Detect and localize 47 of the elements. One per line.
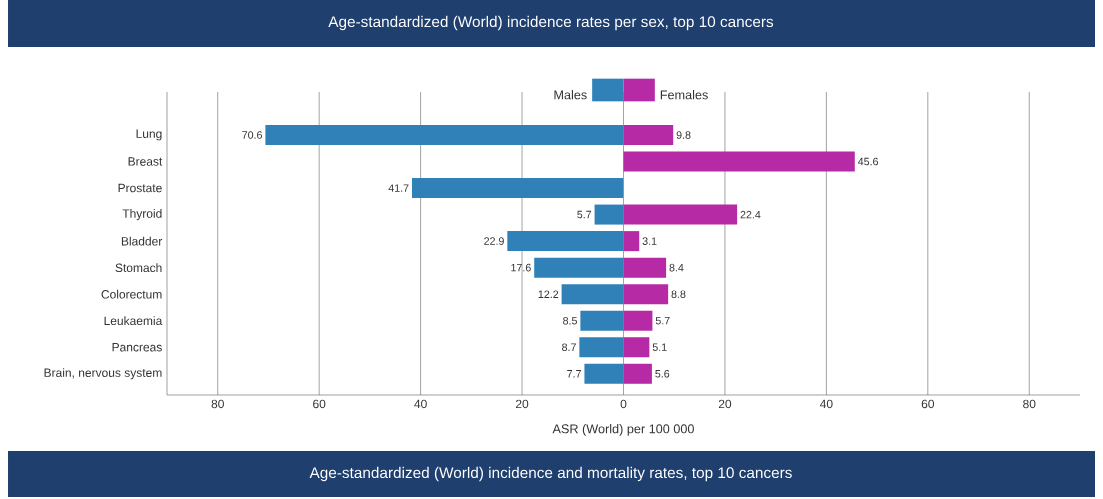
bar — [623, 124, 674, 145]
data-label: 9.8 — [676, 131, 691, 139]
data-label: 70.6 — [242, 131, 262, 139]
x-tick-label: 20 — [515, 399, 529, 409]
data-label: 22.4 — [740, 210, 761, 219]
bar — [623, 231, 640, 252]
text: Age-standardized (World) incidence and mortality rates, top 10 cancers — [309, 466, 792, 482]
data-label: 8.7 — [562, 343, 576, 352]
x-tick-label: 80 — [211, 399, 224, 409]
chart-title: Age-standardized (World) incidence rates per sex, top 10 cancers — [328, 15, 774, 31]
data-label: 8.4 — [669, 263, 684, 272]
bar — [594, 204, 624, 225]
y-tick-label: Leukaemia — [104, 316, 163, 326]
data-label: 7.7 — [567, 370, 581, 378]
data-label: 17.6 — [511, 263, 531, 272]
x-tick-label: 60 — [313, 399, 326, 409]
x-axis-title: ASR (World) per 100 000 — [552, 424, 694, 436]
x-tick-label: 40 — [414, 399, 427, 409]
data-label: 5.7 — [577, 210, 592, 219]
y-tick-label: Colorectum — [101, 289, 162, 299]
x-tick-label: 80 — [1023, 399, 1036, 409]
data-label: 45.6 — [857, 157, 878, 166]
y-tick-label: Lung — [136, 129, 162, 141]
data-label: 41.7 — [388, 184, 409, 192]
x-tick-label: 60 — [921, 399, 935, 409]
y-tick-label: Prostate — [118, 183, 162, 193]
bar — [623, 151, 855, 172]
data-label: 3.1 — [642, 237, 657, 245]
legend-label: Females — [660, 90, 708, 100]
x-tick-label: 20 — [718, 399, 732, 409]
data-label: 12.2 — [538, 290, 559, 298]
bar — [411, 178, 624, 199]
data-label: 5.7 — [655, 316, 670, 325]
x-tick-label: 40 — [819, 399, 833, 409]
data-label: 8.8 — [671, 290, 686, 298]
y-tick-label: Pancreas — [112, 343, 162, 352]
x-tick-label: 0 — [620, 399, 627, 409]
data-label: 5.1 — [652, 343, 667, 351]
y-tick-label: Brain, nervous system — [44, 368, 162, 380]
data-label: 22.9 — [484, 237, 504, 245]
data-label: 8.5 — [563, 316, 577, 325]
y-tick-label: Breast — [128, 157, 163, 166]
y-tick-label: Stomach — [115, 263, 162, 273]
legend-label: Males — [554, 90, 587, 100]
y-tick-label: Bladder — [121, 236, 163, 246]
y-tick-label: Thyroid — [122, 208, 162, 221]
data-label: 5.6 — [655, 370, 670, 378]
